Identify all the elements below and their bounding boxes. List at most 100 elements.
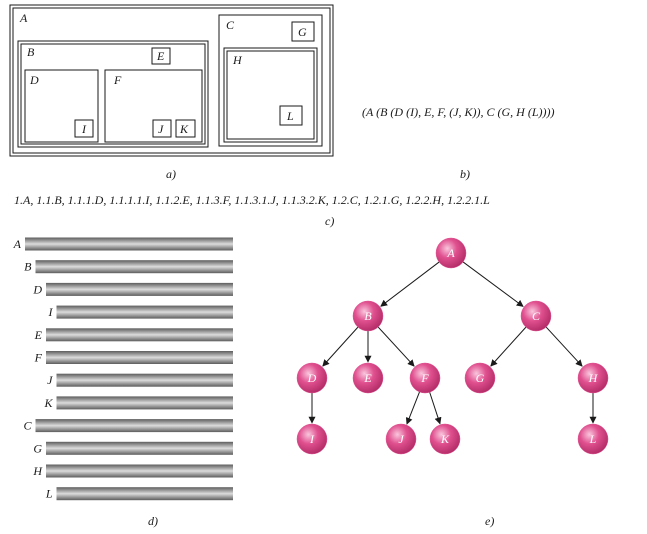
panel-a-caption: a) bbox=[166, 167, 176, 181]
tree-edges bbox=[308, 261, 597, 425]
set-i-label: I bbox=[81, 122, 87, 136]
tree-node-circle-a bbox=[435, 237, 467, 269]
tree-node-circle-b bbox=[352, 300, 384, 332]
panel-a-nested-sets: A B E D I F J K C G H L a) bbox=[9, 4, 334, 181]
outline-bar-g bbox=[46, 441, 233, 455]
tree-node-g: G bbox=[464, 362, 496, 394]
tree-node-i: I bbox=[296, 423, 328, 455]
tree-node-label-l: L bbox=[589, 432, 597, 446]
outline-bar-l bbox=[56, 487, 233, 501]
set-c-label: C bbox=[226, 18, 235, 32]
set-a-outer-box bbox=[9, 4, 334, 157]
set-b-box bbox=[17, 40, 209, 148]
outline-bar-f bbox=[46, 351, 233, 364]
set-g-label: G bbox=[298, 25, 307, 39]
outline-bar-k bbox=[56, 396, 233, 410]
set-h-inner-box bbox=[226, 50, 315, 140]
outline-bar-h bbox=[46, 464, 233, 478]
panel-c-dewey-notation: 1.A, 1.1.B, 1.1.1.D, 1.1.1.1.I, 1.1.2.E,… bbox=[14, 193, 490, 228]
tree-node-label-j: J bbox=[398, 432, 404, 446]
tree-node-e: E bbox=[352, 362, 384, 394]
tree-node-b: B bbox=[352, 300, 384, 332]
set-j-label: J bbox=[158, 122, 164, 136]
outline-row-label-g: G bbox=[33, 441, 42, 455]
outline-row-label-j: J bbox=[47, 373, 53, 387]
set-l-label: L bbox=[286, 109, 294, 123]
set-e-label: E bbox=[156, 49, 165, 63]
edge-c-h bbox=[545, 326, 583, 367]
outline-bar-d bbox=[46, 282, 233, 296]
edge-a-c bbox=[462, 261, 524, 307]
edge-c-g bbox=[490, 326, 527, 367]
panel-e-tree-graph: A B C D E F G H I J K L e) bbox=[296, 237, 609, 528]
tree-node-f: F bbox=[409, 362, 441, 394]
tree-node-circle-j bbox=[385, 423, 417, 455]
outline-bar-i bbox=[56, 305, 233, 319]
outline-row-label-k: K bbox=[43, 396, 53, 410]
panel-d-caption: d) bbox=[148, 514, 158, 528]
tree-node-circle-c bbox=[520, 300, 552, 332]
outline-row-label-c: C bbox=[23, 419, 32, 433]
set-l-box bbox=[279, 105, 303, 126]
outline-bar-j bbox=[56, 373, 233, 387]
set-h-label: H bbox=[232, 53, 243, 67]
set-d-box bbox=[24, 69, 99, 143]
tree-node-circle-i bbox=[296, 423, 328, 455]
tree-node-circle-g bbox=[464, 362, 496, 394]
tree-node-circle-d bbox=[296, 362, 328, 394]
set-k-box bbox=[175, 119, 196, 138]
outline-row-label-d: D bbox=[32, 282, 42, 296]
tree-node-label-c: C bbox=[532, 309, 541, 323]
parentheses-notation: (A (B (D (I), E, F, (J, K)), C (G, H (L)… bbox=[362, 105, 555, 119]
tree-node-circle-f bbox=[409, 362, 441, 394]
panel-b-caption: b) bbox=[460, 167, 470, 181]
outline-row-label-b: B bbox=[24, 260, 32, 274]
set-d-label: D bbox=[29, 73, 39, 87]
tree-node-label-i: I bbox=[309, 432, 315, 446]
outline-bar-b bbox=[35, 260, 233, 274]
outline-bar-e bbox=[46, 328, 233, 342]
set-i-box bbox=[74, 119, 94, 138]
tree-node-label-f: F bbox=[420, 371, 429, 385]
tree-node-c: C bbox=[520, 300, 552, 332]
set-h-box bbox=[223, 47, 318, 143]
set-k-label: K bbox=[179, 122, 189, 136]
tree-node-label-g: G bbox=[476, 371, 485, 385]
edge-f-k bbox=[429, 392, 442, 425]
outline-bar-a bbox=[25, 237, 233, 251]
set-a-inner-box bbox=[12, 7, 331, 154]
tree-node-label-d: D bbox=[307, 371, 317, 385]
set-f-label: F bbox=[113, 73, 122, 87]
tree-node-label-b: B bbox=[364, 309, 372, 323]
tree-node-d: D bbox=[296, 362, 328, 394]
tree-nodes: A B C D E F G H I J K L bbox=[296, 237, 609, 455]
tree-node-label-a: A bbox=[446, 246, 455, 260]
outline-row-label-l: L bbox=[45, 487, 53, 501]
outline-bar-c bbox=[35, 419, 233, 433]
edge-b-d bbox=[322, 326, 359, 367]
set-a-label: A bbox=[19, 11, 28, 25]
outline-row-label-i: I bbox=[48, 305, 54, 319]
tree-node-h: H bbox=[577, 362, 609, 394]
tree-node-label-e: E bbox=[363, 371, 372, 385]
tree-node-circle-e bbox=[352, 362, 384, 394]
outline-row-label-e: E bbox=[34, 328, 43, 342]
set-b-inner-box bbox=[20, 43, 206, 145]
tree-node-circle-l bbox=[577, 423, 609, 455]
outline-row-label-f: F bbox=[34, 351, 43, 365]
outline-row-label-h: H bbox=[32, 464, 43, 478]
tree-node-label-k: K bbox=[440, 432, 450, 446]
set-e-box bbox=[151, 47, 171, 65]
panel-c-caption: c) bbox=[325, 214, 334, 228]
set-g-box bbox=[291, 21, 315, 42]
panel-b-parentheses: (A (B (D (I), E, F, (J, K)), C (G, H (L)… bbox=[362, 105, 555, 181]
dewey-notation-text: 1.A, 1.1.B, 1.1.1.D, 1.1.1.1.I, 1.1.2.E,… bbox=[14, 193, 490, 207]
tree-node-circle-k bbox=[429, 423, 461, 455]
set-b-label: B bbox=[27, 45, 35, 59]
edge-a-b bbox=[380, 261, 440, 307]
set-c-box bbox=[218, 14, 323, 147]
tree-node-a: A bbox=[435, 237, 467, 269]
tree-node-l: L bbox=[577, 423, 609, 455]
